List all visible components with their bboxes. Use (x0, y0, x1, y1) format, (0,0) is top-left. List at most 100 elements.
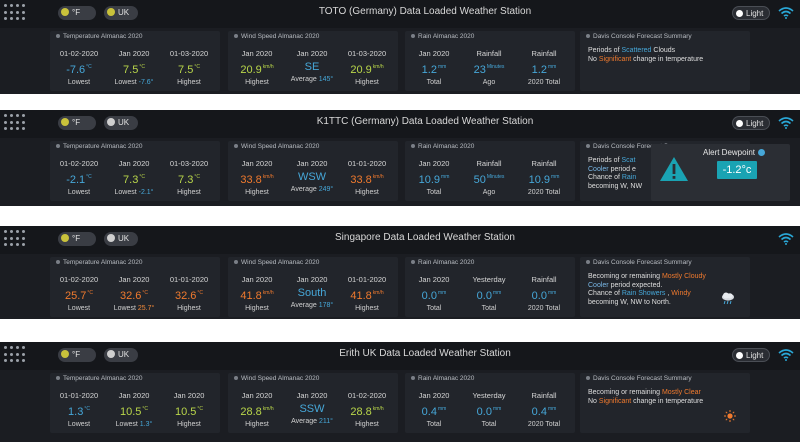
stat-value: 0.0 (421, 290, 437, 302)
stat-column: Jan 2020 SSW Average 211° (291, 391, 333, 425)
stat-value: 41.8 (350, 290, 372, 302)
toggle-dot-icon (107, 234, 115, 242)
stat-column: 01-03-2020 7.5°C Highest (169, 49, 209, 86)
forecast-text: Becoming or remaining Mostly Clear No Si… (588, 389, 704, 405)
stat-value: 28.8 (350, 406, 372, 418)
top-bar: °F UK TOTO (Germany) Data Loaded Weather… (0, 0, 800, 28)
info-icon[interactable] (758, 149, 766, 156)
toggle-dot-icon (107, 118, 115, 126)
stat-value: 0.0 (531, 290, 547, 302)
stat-column: 01-01-2020 41.8km/h Highest (347, 275, 387, 312)
light-mode-toggle[interactable]: Light (732, 348, 770, 362)
stat-column: 01-02-2020 25.7°C Lowest (59, 275, 99, 312)
light-mode-toggle[interactable]: Light (732, 6, 770, 20)
stat-column: Jan 2020 SE Average 145° (290, 49, 334, 83)
stat-value: 10.9 (528, 174, 551, 186)
sun-icon (724, 410, 736, 422)
apps-grid-icon[interactable] (4, 114, 26, 132)
unit-toggle[interactable]: °F (58, 232, 96, 246)
stat-column: Rainfall 23Minutes Ago (473, 49, 505, 86)
region-toggle[interactable]: UK (104, 232, 138, 246)
station-toto: °F UK TOTO (Germany) Data Loaded Weather… (0, 0, 800, 94)
stat-value: 33.8 (240, 174, 262, 186)
forecast-text: Becoming or remaining Mostly Cloudy Cool… (588, 273, 706, 306)
stat-value: 0.4 (421, 406, 437, 418)
rain-cloud-icon (722, 292, 734, 305)
stat-value: 10.5 (119, 406, 142, 418)
stat-column: 01-01-2020 33.8km/h Highest (347, 159, 387, 196)
forecast-panel: Davis Console Forecast Summary Becoming … (580, 257, 750, 317)
panel-title: Wind Speed Almanac 2020 (241, 33, 320, 40)
stat-column: 01-03-2020 20.9km/h Highest (347, 49, 387, 86)
stat-value: 32.6 (119, 290, 142, 302)
rain-panel: Rain Almanac 2020 Jan 2020 0.0mm Total Yes… (405, 257, 575, 317)
stat-value: 32.6 (174, 290, 197, 302)
stat-value: WSW (297, 171, 327, 183)
stat-column: Jan 2020 South Average 178° (290, 275, 334, 309)
bullet-icon (411, 260, 415, 264)
unit-toggle[interactable]: °F (58, 6, 96, 20)
panel-title: Wind Speed Almanac 2020 (241, 259, 320, 266)
bullet-icon (56, 144, 60, 148)
panel-title: Wind Speed Almanac 2020 (241, 375, 320, 382)
bullet-icon (411, 376, 415, 380)
region-toggle[interactable]: UK (104, 6, 138, 20)
stat-column: 01-01-2020 32.6°C Highest (169, 275, 209, 312)
bullet-icon (56, 34, 60, 38)
stat-column: Jan 2020 WSW Average 249° (290, 159, 334, 193)
panel-title: Davis Console Forecast Summary (593, 143, 692, 150)
dewpoint-alert[interactable]: Alert Dewpoint -1.2°c (651, 144, 790, 201)
wind-panel: Wind Speed Almanac 2020 Jan 2020 20.9km/h… (228, 31, 398, 91)
stat-value: 0.0 (476, 290, 492, 302)
toggle-dot-icon (736, 120, 743, 127)
panel-title: Temperature Almanac 2020 (63, 259, 143, 266)
wifi-icon (778, 117, 794, 129)
wifi-icon (778, 233, 794, 245)
apps-grid-icon[interactable] (4, 346, 26, 364)
bullet-icon (234, 144, 238, 148)
stat-column: Rainfall 1.2mm 2020 Total (527, 49, 561, 86)
top-bar: °F UK Singapore Data Loaded Weather Stat… (0, 226, 800, 254)
temperature-panel: Temperature Almanac 2020 01-02-2020 25.7°… (50, 257, 220, 317)
stat-value: 25.7 (64, 290, 87, 302)
panel-title: Davis Console Forecast Summary (593, 33, 692, 40)
panel-title: Rain Almanac 2020 (418, 259, 475, 266)
panel-title: Rain Almanac 2020 (418, 143, 475, 150)
stat-column: Jan 2020 28.8km/h Highest (240, 391, 274, 428)
stat-value: SE (304, 61, 320, 73)
bullet-icon (586, 376, 590, 380)
apps-grid-icon[interactable] (4, 230, 26, 248)
station-title: Erith UK Data Loaded Weather Station (339, 348, 511, 359)
bullet-icon (56, 260, 60, 264)
forecast-panel: Davis Console Forecast Summary Becoming … (580, 373, 750, 433)
stat-value: 23 (473, 64, 486, 76)
stat-column: Jan 2020 0.4mm Total (418, 391, 450, 428)
bullet-icon (411, 144, 415, 148)
apps-grid-icon[interactable] (4, 4, 26, 22)
stat-column: Jan 2020 7.5°C Lowest -7.6° (114, 49, 154, 86)
light-mode-toggle[interactable]: Light (732, 116, 770, 130)
region-toggle[interactable]: UK (104, 348, 138, 362)
temperature-panel: Temperature Almanac 2020 01-01-2020 1.3°C… (50, 373, 220, 433)
stat-value: 1.3 (68, 406, 84, 418)
unit-toggle[interactable]: °F (58, 348, 96, 362)
bullet-icon (586, 144, 590, 148)
stat-value: 33.8 (350, 174, 372, 186)
bullet-icon (234, 260, 238, 264)
stat-value: -7.6 (66, 64, 86, 76)
panel-title: Temperature Almanac 2020 (63, 33, 143, 40)
alert-title: Alert Dewpoint (703, 148, 756, 157)
stat-column: 01-01-2020 1.3°C Lowest (59, 391, 99, 428)
panel-title: Rain Almanac 2020 (418, 375, 475, 382)
panel-title: Davis Console Forecast Summary (593, 259, 692, 266)
bullet-icon (411, 34, 415, 38)
wind-panel: Wind Speed Almanac 2020 Jan 2020 28.8km/h… (228, 373, 398, 433)
wind-panel: Wind Speed Almanac 2020 Jan 2020 41.8km/h… (228, 257, 398, 317)
stat-column: Jan 2020 10.9mm Total (418, 159, 450, 196)
unit-toggle[interactable]: °F (58, 116, 96, 130)
stat-value: 10.5 (174, 406, 197, 418)
stat-column: Jan 2020 7.3°C Lowest -2.1° (114, 159, 154, 196)
stat-column: 01-02-2020 -2.1°C Lowest (59, 159, 99, 196)
region-toggle[interactable]: UK (104, 116, 138, 130)
stat-value: 1.2 (421, 64, 437, 76)
